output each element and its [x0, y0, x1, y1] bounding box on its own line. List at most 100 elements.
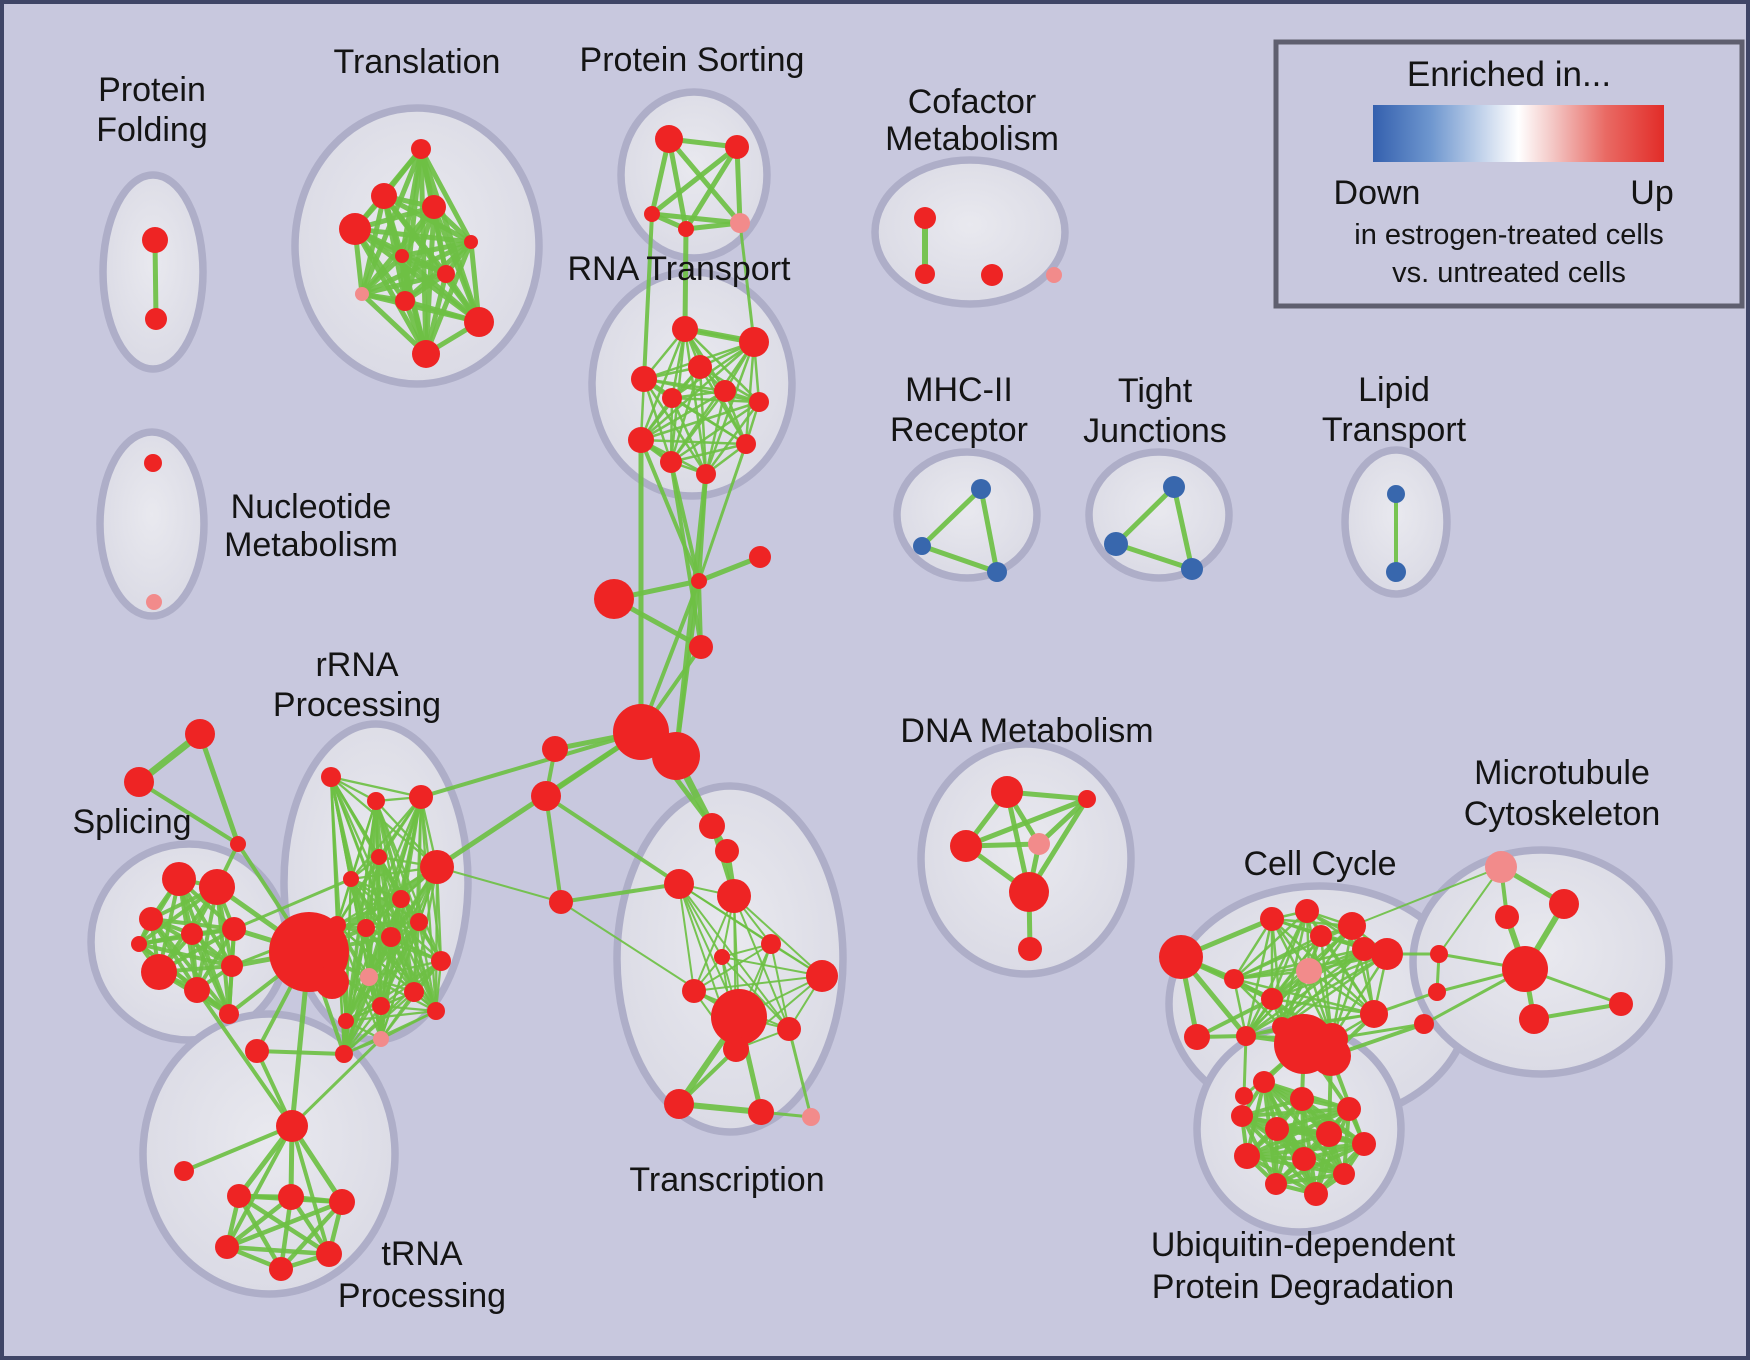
cluster-label-trna-processing: tRNA Processing: [338, 1235, 506, 1315]
edge-rrna-processing: [349, 795, 423, 881]
gene-set-node-red-up: [409, 785, 433, 809]
gene-set-node-red-up: [245, 1039, 269, 1063]
edge-bridge: [290, 1037, 383, 1128]
gene-set-node-red-up: [404, 982, 424, 1002]
legend-subtitle-line1: in estrogen-treated cells: [1354, 219, 1664, 251]
cluster-label-line: Protein Degradation: [1152, 1268, 1454, 1306]
edge-cell-cycle: [1195, 997, 1274, 1039]
gene-set-node-red-up: [372, 997, 390, 1015]
gene-set-node-red-up: [427, 1002, 445, 1020]
gene-set-node-red-up: [464, 307, 494, 337]
edge-transcription: [787, 1027, 813, 1119]
cluster-label-line: Transcription: [629, 1161, 824, 1199]
edge-translation: [359, 291, 429, 357]
edge-ubiquitin-degradation: [1300, 1097, 1366, 1146]
gene-set-node-red-up: [199, 869, 235, 905]
gene-set-node-red-up: [329, 1189, 355, 1215]
edge-cell-cycle: [1232, 924, 1354, 981]
cluster-label-microtubule-cytoskeleton: Microtubule Cytoskeleton: [1464, 754, 1661, 833]
network-canvas: Protein Folding Translation Protein Sorting…: [72, 39, 1745, 1315]
edge-tight-junctions: [1171, 484, 1195, 572]
edge-dna-metabolism: [963, 796, 1090, 849]
cluster-label-line: Translation: [334, 43, 501, 81]
gene-set-node-pink-up: [355, 287, 369, 301]
gene-set-node-red-up: [371, 183, 397, 209]
gene-set-node-pink-up: [1296, 958, 1322, 984]
edge-connector-nodes: [197, 731, 241, 847]
gene-set-node-red-up: [660, 451, 682, 473]
edge-rna-transport: [683, 327, 708, 476]
cluster-label-line: Metabolism: [224, 526, 398, 564]
gene-set-node-red-up: [1360, 1000, 1388, 1028]
cluster-label-splicing: Splicing: [72, 803, 191, 841]
gene-set-node-red-up: [725, 135, 749, 159]
edge-trna-processing: [278, 1199, 345, 1272]
gene-set-node-red-up: [531, 781, 561, 811]
edge-connector-nodes: [544, 794, 563, 904]
gene-set-node-red-up: [367, 792, 385, 810]
cluster-label-line: Cytoskeleton: [1464, 795, 1661, 833]
legend-box: [1273, 39, 1745, 309]
edge-bridge: [697, 442, 748, 583]
gene-set-node-red-up: [723, 1036, 749, 1062]
cluster-label-line: rRNA: [315, 646, 398, 684]
gene-set-node-red-up: [981, 264, 1003, 286]
cluster-label-line: Transport: [1322, 411, 1467, 449]
cluster-label-line: RNA Transport: [568, 250, 792, 288]
cluster-label-cell-cycle: Cell Cycle: [1243, 845, 1396, 883]
edge-transcription: [693, 975, 823, 992]
edge-rrna-processing: [419, 795, 438, 1013]
edge-rna-transport: [744, 340, 756, 446]
gene-set-node-red-up: [1234, 1143, 1260, 1169]
gene-set-node-red-up: [711, 989, 767, 1045]
gene-set-node-red-up: [714, 380, 736, 402]
edge-rna-transport: [639, 327, 687, 442]
gene-set-node-red-up: [1333, 1163, 1355, 1185]
edge-translation: [352, 226, 474, 245]
gene-set-node-blue-down: [1181, 558, 1203, 580]
edge-protein-sorting: [683, 144, 740, 232]
gene-set-node-blue-down: [971, 479, 991, 499]
edge-bridge: [195, 988, 294, 1128]
edge-connector-nodes: [137, 780, 240, 846]
gene-set-node-red-up: [174, 1161, 194, 1181]
gene-set-node-pink-up: [146, 594, 162, 610]
edge-bridge: [639, 438, 701, 583]
gene-set-node-red-up: [1338, 912, 1366, 940]
edge-rna-transport: [639, 400, 761, 442]
cluster-label-protein-sorting: Protein Sorting: [580, 41, 805, 79]
gene-set-node-red-up: [185, 719, 215, 749]
gene-set-node-red-up: [699, 813, 725, 839]
edge-mhc-ii-receptor: [919, 543, 1000, 575]
edge-rna-transport: [670, 396, 761, 404]
cluster-label-line: Nucleotide: [231, 488, 392, 526]
edge-ubiquitin-degradation: [1245, 1132, 1331, 1158]
edge-tight-junctions: [1113, 541, 1195, 572]
edge-transcription: [693, 895, 735, 992]
edge-transcription: [770, 943, 790, 1030]
gene-set-node-red-up: [652, 732, 700, 780]
gene-set-node-red-up: [655, 125, 683, 153]
edge-bridge: [544, 794, 681, 886]
gene-set-node-red-up: [1261, 988, 1283, 1010]
gene-set-node-red-up: [689, 635, 713, 659]
gene-set-node-red-up: [278, 1184, 304, 1210]
edge-rrna-processing: [417, 920, 438, 1013]
gene-set-node-red-up: [431, 951, 451, 971]
cluster-label-line: Lipid: [1358, 371, 1430, 409]
gene-set-node-red-up: [395, 291, 415, 311]
gene-set-node-red-up: [124, 767, 154, 797]
gene-set-node-red-up: [276, 1110, 308, 1142]
edge-protein-folding: [152, 237, 159, 322]
cluster-ellipse-nucleotide-metabolism: [96, 428, 208, 620]
gene-set-node-red-up: [412, 340, 440, 368]
edge-microtubule-cytoskeleton: [1438, 866, 1502, 955]
cluster-ellipse-cofactor-metabolism: [871, 156, 1069, 308]
gene-set-node-blue-down: [913, 537, 931, 555]
edge-rna-transport: [704, 400, 761, 476]
edge-ubiquitin-degradation: [1240, 1114, 1278, 1186]
gene-set-node-red-up: [1231, 1105, 1253, 1127]
gene-set-node-red-up: [644, 206, 660, 222]
gene-set-node-red-up: [777, 1017, 801, 1041]
edge-rrna-processing: [367, 959, 443, 979]
